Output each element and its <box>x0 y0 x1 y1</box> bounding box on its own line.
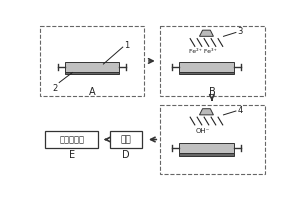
Bar <box>179 143 234 153</box>
Bar <box>179 153 234 156</box>
Bar <box>160 105 265 174</box>
Text: D: D <box>122 150 130 160</box>
Bar <box>64 62 119 72</box>
Text: 清洗: 清洗 <box>121 135 131 144</box>
Bar <box>179 62 234 72</box>
Bar <box>110 131 142 148</box>
Bar <box>64 72 119 74</box>
Text: A: A <box>89 87 95 97</box>
Bar <box>160 26 265 96</box>
Text: 4: 4 <box>238 106 243 115</box>
Text: Fe²⁺ Fe³⁺: Fe²⁺ Fe³⁺ <box>189 49 217 54</box>
Text: 烤干与烧结: 烤干与烧结 <box>59 135 84 144</box>
Polygon shape <box>200 109 213 115</box>
Text: E: E <box>68 150 75 160</box>
Text: 1: 1 <box>124 41 130 50</box>
Text: 2: 2 <box>52 84 58 93</box>
Text: OH⁻: OH⁻ <box>195 128 210 134</box>
Bar <box>179 72 234 74</box>
Text: B: B <box>209 87 216 97</box>
Bar <box>40 26 145 96</box>
Bar <box>45 131 98 148</box>
Polygon shape <box>200 30 213 36</box>
Text: 3: 3 <box>238 27 243 36</box>
